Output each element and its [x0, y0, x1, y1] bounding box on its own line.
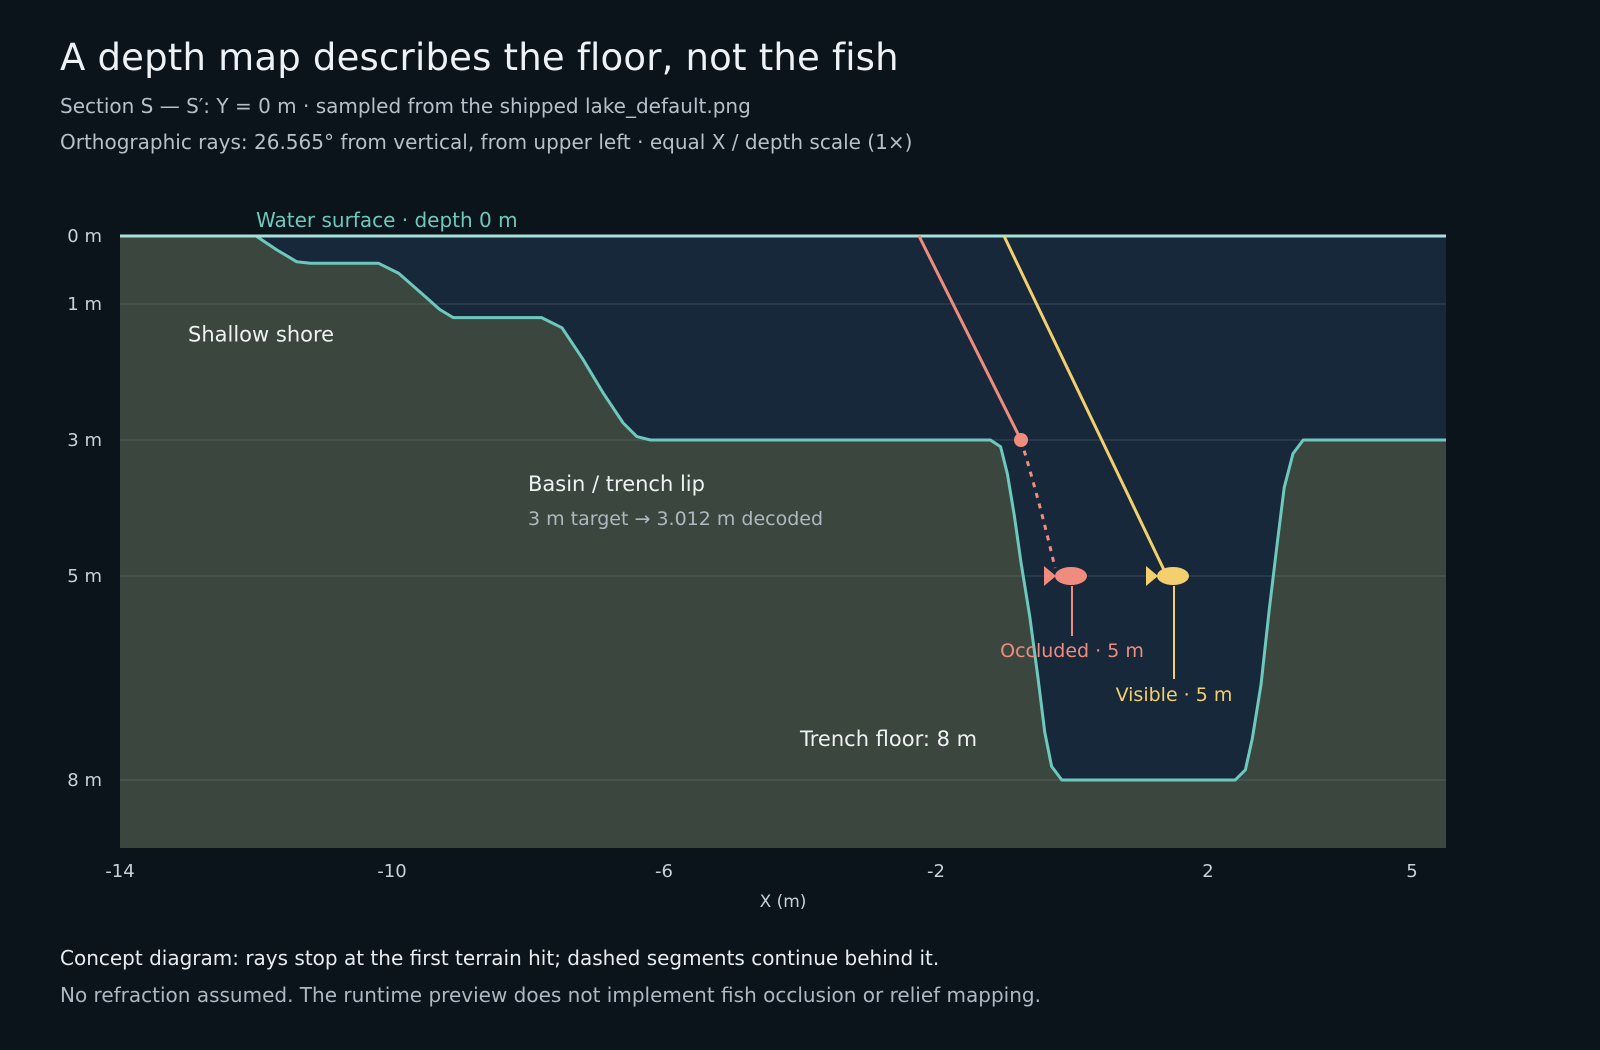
x-tick-label: 5: [1406, 861, 1417, 882]
depth-tick-label: 0 m: [67, 226, 102, 247]
x-axis-label: X (m): [760, 892, 807, 912]
occluded-fish-icon: [1044, 566, 1087, 586]
occluded-ray-hidden-segment: [1019, 439, 1057, 569]
depth-tick-label: 3 m: [67, 430, 102, 451]
water-surface-label: Water surface · depth 0 m: [256, 208, 518, 232]
x-tick-label: -2: [927, 861, 945, 882]
region-label: Trench floor: 8 m: [799, 727, 977, 751]
basin-decoded-note: 3 m target → 3.012 m decoded: [528, 508, 823, 530]
rays-subtitle: Orthographic rays: 26.565° from vertical…: [60, 130, 913, 154]
x-tick-label: -10: [377, 861, 406, 882]
x-tick-label: 2: [1202, 861, 1213, 882]
floor-profile-line: [120, 236, 1446, 782]
x-tick-label: -14: [105, 861, 134, 882]
x-tick-label: -6: [655, 861, 673, 882]
visible-ray-segment: [1002, 235, 1166, 571]
fish-body: [1157, 567, 1189, 585]
depth-tick-label: 1 m: [67, 294, 102, 315]
terrain-hit-marker: [1014, 433, 1028, 447]
region-label: Shallow shore: [188, 322, 334, 346]
page-title: A depth map describes the floor, not the…: [60, 36, 899, 79]
depth-tick-label: 8 m: [67, 770, 102, 791]
depth-tick-label: 5 m: [67, 566, 102, 587]
occluded-fish-label: Occluded · 5 m: [1000, 640, 1144, 662]
footer-note-concept: Concept diagram: rays stop at the first …: [60, 946, 940, 970]
fish-tail: [1146, 566, 1158, 586]
region-label: Basin / trench lip: [528, 472, 705, 496]
section-subtitle: Section S — S′: Y = 0 m · sampled from t…: [60, 94, 751, 118]
fish-body: [1055, 567, 1087, 585]
visible-fish-label: Visible · 5 m: [1116, 684, 1233, 706]
visible-fish-icon: [1146, 566, 1189, 586]
terrain-fill: [120, 236, 1446, 848]
footer-note-refraction: No refraction assumed. The runtime previ…: [60, 983, 1041, 1007]
occluded-ray-segment: [917, 235, 1023, 441]
fish-tail: [1044, 566, 1056, 586]
